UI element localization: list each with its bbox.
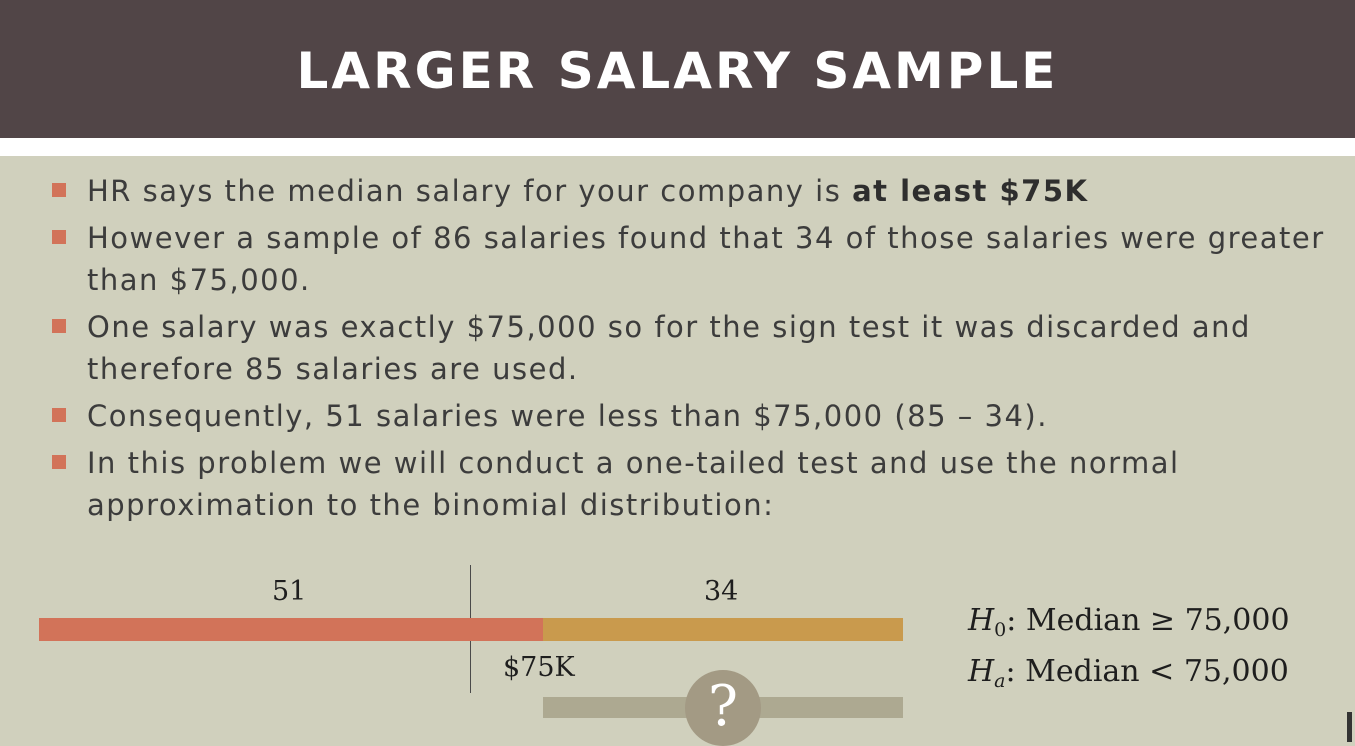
bullet-item: One salary was exactly $75,000 so for th… — [52, 306, 1342, 390]
sign-test-diagram: 51 34 $75K ? H0: Median ≥ 75,000 Ha: Med… — [0, 560, 1355, 746]
alternative-hypothesis: Ha: Median < 75,000 — [968, 654, 1289, 692]
title-divider — [0, 138, 1355, 156]
bullet-item: HR says the median salary for your compa… — [52, 170, 1342, 212]
bullet-square-icon — [52, 183, 66, 197]
less-than-bar — [39, 618, 543, 641]
bullet-item: However a sample of 86 salaries found th… — [52, 217, 1342, 301]
bullet-list: HR says the median salary for your compa… — [52, 170, 1342, 531]
greater-count-label: 34 — [704, 576, 739, 607]
greater-than-bar — [543, 618, 903, 641]
threshold-label: $75K — [503, 652, 575, 683]
bullet-square-icon — [52, 319, 66, 333]
question-mark-icon[interactable]: ? — [685, 670, 761, 746]
bullet-square-icon — [52, 230, 66, 244]
less-count-label: 51 — [272, 576, 307, 607]
title-banner: LARGER SALARY SAMPLE — [0, 0, 1355, 138]
bullet-emphasis: at least $75K — [852, 174, 1089, 208]
bullet-square-icon — [52, 455, 66, 469]
slide-title: LARGER SALARY SAMPLE — [296, 42, 1059, 100]
bullet-item: In this problem we will conduct a one-ta… — [52, 442, 1342, 526]
bullet-item: Consequently, 51 salaries were less than… — [52, 395, 1342, 437]
bullet-square-icon — [52, 408, 66, 422]
scrollbar-thumb[interactable] — [1347, 712, 1352, 742]
null-hypothesis: H0: Median ≥ 75,000 — [968, 603, 1290, 641]
